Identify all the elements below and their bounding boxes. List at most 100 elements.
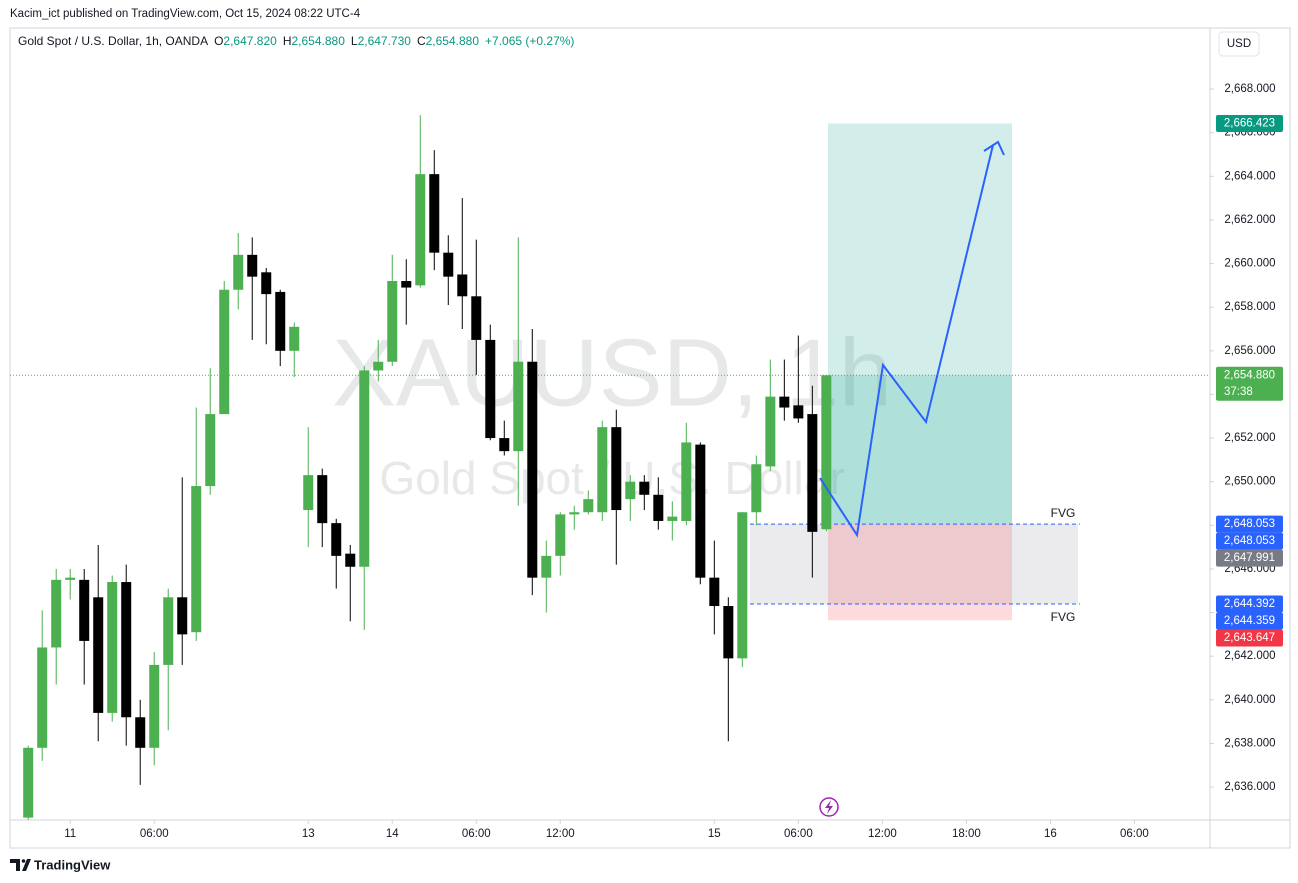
candle-body bbox=[387, 281, 398, 362]
price-badge-label: 2,644.359 bbox=[1224, 615, 1275, 627]
candle-body bbox=[121, 582, 132, 718]
candle-body bbox=[709, 577, 720, 607]
price-badge bbox=[1216, 114, 1283, 132]
price-badge bbox=[1216, 549, 1283, 567]
price-badge bbox=[1216, 612, 1283, 630]
price-badge bbox=[1216, 595, 1283, 613]
stop-zone bbox=[828, 524, 1012, 621]
candle-body bbox=[723, 606, 734, 659]
candle-body bbox=[541, 555, 552, 578]
projection-path bbox=[819, 144, 994, 538]
candle-body bbox=[149, 664, 160, 748]
candle-body bbox=[625, 481, 636, 500]
candle-body bbox=[653, 494, 664, 521]
candle-body bbox=[821, 375, 832, 530]
watermark: XAUUSD, 1h bbox=[332, 319, 892, 426]
y-tick-label: 2,638.000 bbox=[1224, 737, 1275, 749]
x-tick-label: 13 bbox=[302, 828, 315, 840]
y-tick-label: 2,660.000 bbox=[1224, 258, 1275, 270]
candle-body bbox=[597, 427, 608, 513]
x-tick-label: 06:00 bbox=[1120, 828, 1149, 840]
candle-body bbox=[345, 553, 356, 567]
x-tick-label: 11 bbox=[64, 828, 76, 840]
candle-body bbox=[205, 414, 216, 487]
candle-body bbox=[191, 486, 202, 633]
symbol-legend: Gold Spot / U.S. Dollar, 1h, OANDA O2,647… bbox=[18, 34, 574, 48]
candle-body bbox=[583, 499, 594, 513]
ohlc-value: 2,647.730 bbox=[358, 34, 412, 48]
price-badge-label: 2,666.423 bbox=[1224, 118, 1275, 130]
ohlc-key: H bbox=[283, 34, 292, 48]
y-tick-label: 2,636.000 bbox=[1224, 781, 1275, 793]
frame bbox=[9, 27, 1291, 849]
candle-body bbox=[107, 582, 118, 713]
candle-body bbox=[289, 326, 300, 351]
candle-body bbox=[163, 597, 174, 665]
candle-body bbox=[219, 289, 230, 415]
y-tick-label: 2,662.000 bbox=[1224, 214, 1275, 226]
candle-body bbox=[569, 512, 580, 515]
ohlc-key: C bbox=[417, 34, 426, 48]
open-profit-zone bbox=[828, 375, 1012, 525]
ohlc-value: 2,654.880 bbox=[291, 34, 345, 48]
candle-body bbox=[37, 647, 48, 748]
candle-body bbox=[331, 523, 342, 556]
price-badge-label: 2,643.647 bbox=[1224, 632, 1275, 644]
candle-body bbox=[751, 464, 762, 513]
candle-body bbox=[261, 272, 272, 295]
candle-body bbox=[695, 444, 706, 578]
y-tick-label: 2,642.000 bbox=[1224, 650, 1275, 662]
candle-body bbox=[443, 252, 454, 277]
x-tick-label: 12:00 bbox=[868, 828, 897, 840]
currency[interactable]: USD bbox=[1227, 38, 1251, 50]
x-tick-label: 06:00 bbox=[462, 828, 491, 840]
price-badge-label: 2,647.991 bbox=[1224, 552, 1275, 564]
y-tick-label: 2,650.000 bbox=[1224, 476, 1275, 488]
change: +7.065 (+0.27%) bbox=[485, 34, 574, 48]
price-badge bbox=[1216, 629, 1283, 647]
candle-body bbox=[79, 579, 90, 641]
brand: TradingView bbox=[34, 857, 111, 872]
candle-body bbox=[177, 597, 188, 635]
candle-body bbox=[667, 516, 678, 521]
price-badge-label: 2,654.880 bbox=[1224, 369, 1275, 381]
candle-body bbox=[317, 475, 328, 524]
event-icon[interactable] bbox=[819, 797, 839, 817]
y-tick-label: 2,658.000 bbox=[1224, 301, 1275, 313]
candle-body bbox=[471, 296, 482, 340]
y-tick-label: 2,668.000 bbox=[1224, 83, 1275, 95]
candle-body bbox=[65, 577, 76, 580]
candle-body bbox=[93, 597, 104, 713]
candle-body bbox=[681, 442, 692, 521]
x-tick-label: 16 bbox=[1044, 828, 1057, 840]
symbol: Gold Spot / U.S. Dollar, 1h, OANDA bbox=[18, 34, 208, 48]
ohlc-key: O bbox=[214, 34, 223, 48]
ohlc-value: 2,654.880 bbox=[426, 34, 480, 48]
candle-body bbox=[233, 254, 244, 290]
candle-body bbox=[737, 512, 748, 659]
candle-body bbox=[429, 174, 440, 253]
y-tick-label: 2,640.000 bbox=[1224, 694, 1275, 706]
candle-body bbox=[359, 370, 370, 567]
candle-body bbox=[373, 361, 384, 371]
candle-body bbox=[513, 361, 524, 452]
fvg-label: FVG bbox=[1051, 506, 1076, 520]
currency-button[interactable] bbox=[1218, 31, 1260, 57]
candle-body bbox=[135, 717, 146, 748]
publish-info: Kacim_ict published on TradingView.com, … bbox=[10, 8, 361, 20]
candle-body bbox=[23, 747, 34, 818]
candle-body bbox=[611, 427, 622, 511]
x-tick-label: 12:00 bbox=[546, 828, 575, 840]
price-badge-label: 2,648.053 bbox=[1224, 518, 1275, 530]
candle-body bbox=[779, 396, 790, 408]
x-tick-label: 15 bbox=[708, 828, 721, 840]
countdown: 37:38 bbox=[1224, 386, 1253, 398]
ohlc-value: 2,647.820 bbox=[223, 34, 277, 48]
candle-body bbox=[555, 514, 566, 556]
x-tick-label: 14 bbox=[386, 828, 399, 840]
price-badge bbox=[1216, 366, 1283, 401]
y-tick-label: 2,664.000 bbox=[1224, 170, 1275, 182]
fvg-zone bbox=[750, 524, 1078, 605]
candle-body bbox=[51, 579, 62, 648]
